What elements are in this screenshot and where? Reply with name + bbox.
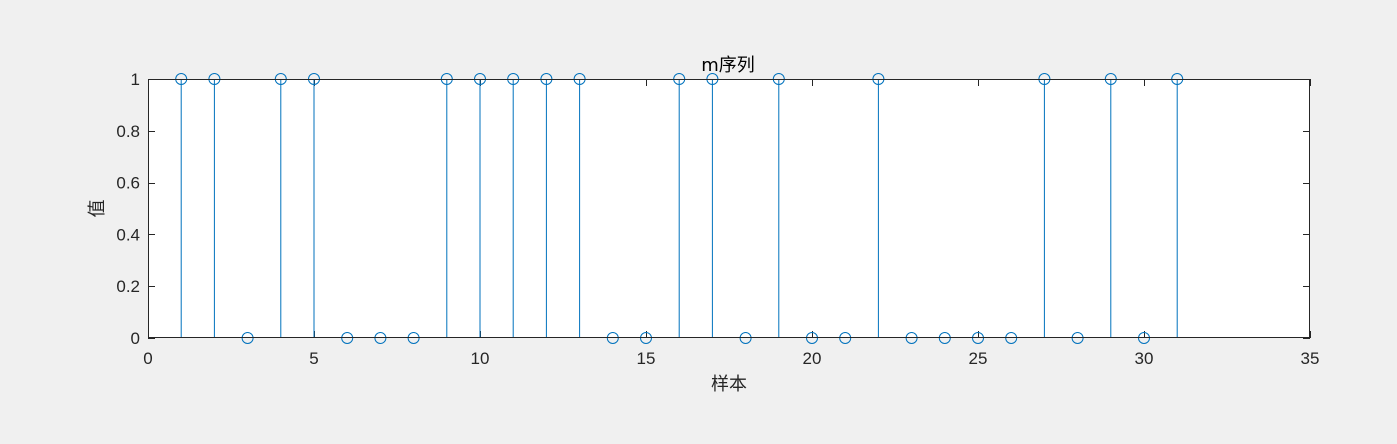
- tick-labels: 0 5 10 15 20 25 30 35 0 0.2 0.4 0.6 0.8 1: [116, 70, 1319, 368]
- x-tick-label: 10: [471, 349, 490, 368]
- y-tick-label: 1: [131, 70, 140, 89]
- plot-area: [148, 79, 1310, 338]
- x-axis-title: 样本: [711, 374, 747, 395]
- x-tick-label: 15: [637, 349, 656, 368]
- x-tick-label: 5: [309, 349, 318, 368]
- chart-title: m序列: [701, 55, 755, 76]
- plot-frame: [148, 79, 1310, 338]
- y-axis-title: 值: [87, 200, 108, 218]
- x-tick-label: 35: [1301, 349, 1320, 368]
- y-tick-label: 0: [131, 329, 140, 348]
- x-tick-label: 0: [143, 349, 152, 368]
- y-tick-label: 0.2: [116, 277, 140, 296]
- x-tick-label: 30: [1135, 349, 1154, 368]
- y-tick-label: 0.6: [116, 174, 140, 193]
- x-tick-label: 20: [803, 349, 822, 368]
- x-tick-label: 25: [969, 349, 988, 368]
- y-tick-label: 0.4: [116, 225, 140, 244]
- y-tick-label: 0.8: [116, 122, 140, 141]
